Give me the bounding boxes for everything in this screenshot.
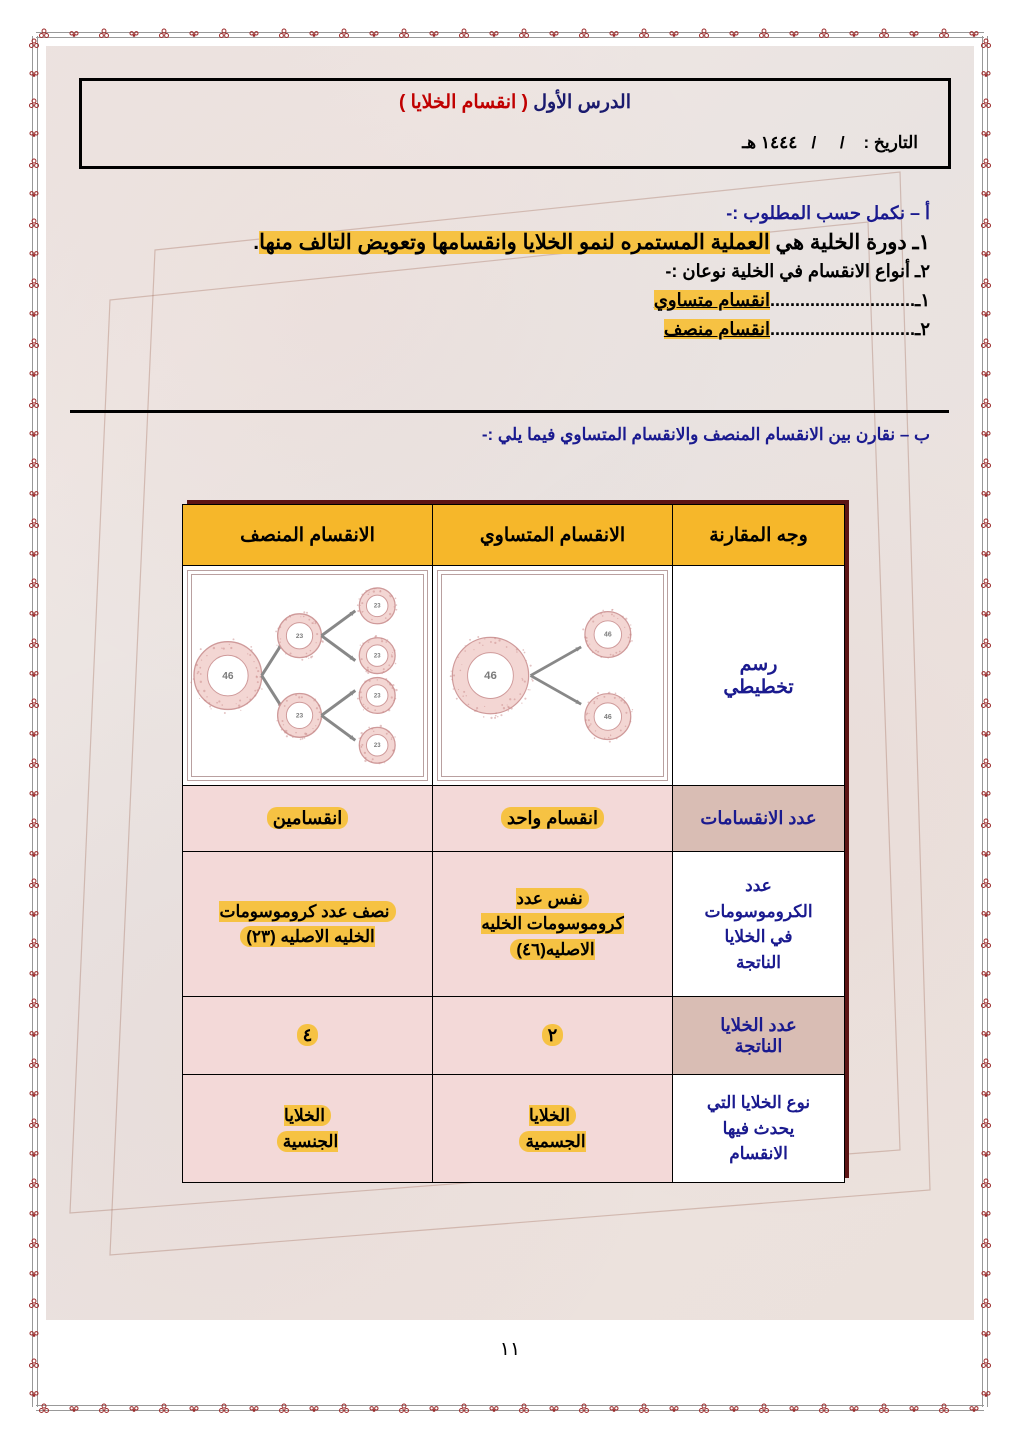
svg-text:46: 46 xyxy=(604,632,612,639)
svg-text:23: 23 xyxy=(374,654,381,660)
svg-text:46: 46 xyxy=(222,671,234,682)
svg-text:23: 23 xyxy=(296,712,304,719)
svg-text:46: 46 xyxy=(604,714,612,721)
svg-text:23: 23 xyxy=(374,743,381,749)
svg-text:23: 23 xyxy=(296,633,304,640)
svg-text:23: 23 xyxy=(374,604,381,610)
svg-text:23: 23 xyxy=(374,693,381,699)
svg-text:46: 46 xyxy=(484,670,497,682)
